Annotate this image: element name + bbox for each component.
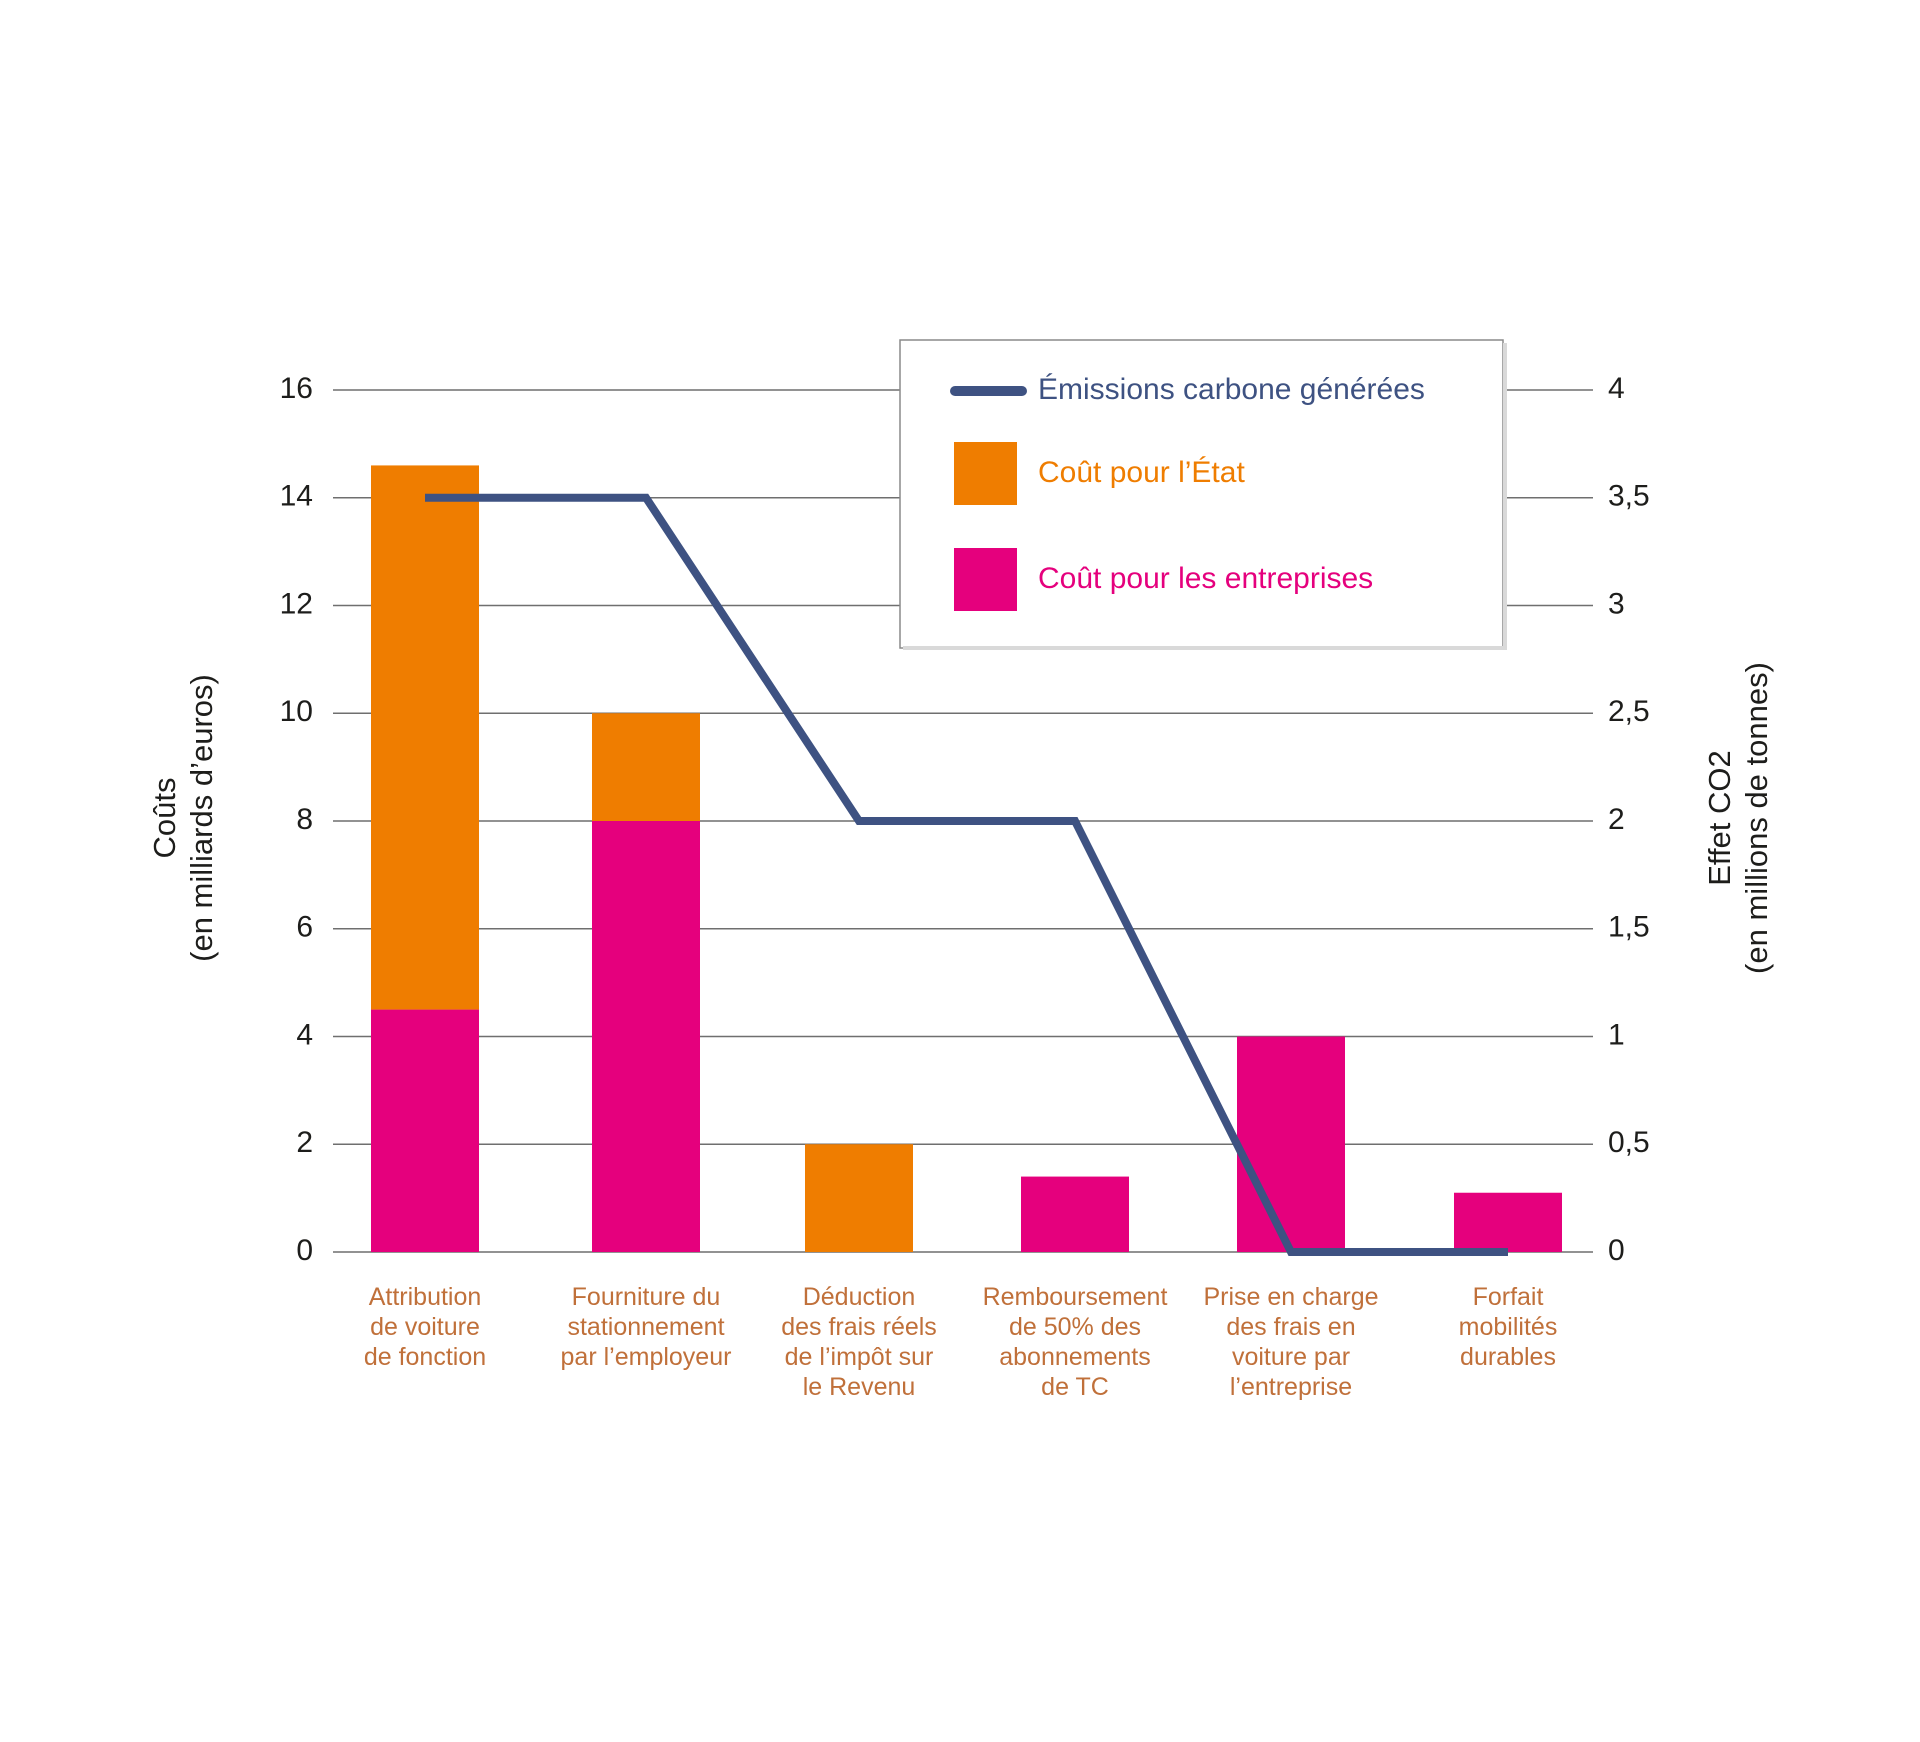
x-category-label-line: stationnement: [567, 1313, 724, 1341]
x-category-label-line: le Revenu: [803, 1373, 916, 1401]
x-category-label: Fourniture du stationnement par l’employeu…: [561, 1283, 732, 1371]
y-right-axis-title-line: (en millions de tonnes): [1739, 662, 1774, 974]
legend: Émissions carbone générées Coût pour l’Ét…: [899, 339, 1507, 650]
y-right-tick-label: 2: [1608, 803, 1625, 836]
legend-shadow: [903, 646, 1506, 650]
y-left-tick-label: 2: [296, 1126, 313, 1159]
x-category-label-line: Forfait: [1473, 1283, 1544, 1311]
x-category-label-line: de TC: [1041, 1373, 1109, 1401]
y-left-tick-label: 6: [296, 911, 313, 944]
x-category-label-line: abonnements: [999, 1343, 1151, 1371]
y-right-tick-label: 1,5: [1608, 911, 1650, 944]
y-left-axis-title: Coûts(en milliards d’euros): [147, 674, 219, 962]
x-category-label: Prise en charge des frais en voiture par l’…: [1203, 1283, 1378, 1401]
bar-segment: [1021, 1176, 1129, 1252]
x-category-label-line: durables: [1460, 1343, 1556, 1371]
x-category-label-line: Remboursement: [983, 1283, 1168, 1311]
y-left-tick-label: 12: [280, 587, 313, 620]
x-category-label-line: Déduction: [803, 1283, 916, 1311]
y-left-tick-label: 8: [296, 803, 313, 836]
x-category-label: Forfait mobilités durables: [1459, 1283, 1558, 1371]
y-right-axis-title: Effet CO2(en millions de tonnes): [1702, 662, 1774, 974]
y-left-axis-title-line: Coûts: [147, 778, 182, 859]
y-left-tick-label: 16: [280, 372, 313, 405]
emission-line: [425, 493, 1508, 1256]
x-category-label-line: de fonction: [364, 1343, 486, 1371]
x-category-label-line: Fourniture du: [572, 1283, 721, 1311]
x-category-label-line: des frais réels: [781, 1313, 937, 1341]
bar-segment: [1237, 1036, 1345, 1252]
bar-segment: [371, 465, 479, 1010]
x-category-label-line: Prise en charge: [1203, 1283, 1378, 1311]
x-category-label-line: des frais en: [1226, 1313, 1355, 1341]
bar-segment: [371, 1009, 479, 1252]
bar-segment: [592, 821, 700, 1252]
x-category-label-line: de voiture: [370, 1313, 480, 1341]
y-right-tick-label: 2,5: [1608, 695, 1650, 728]
x-category-label-line: l’entreprise: [1230, 1373, 1352, 1401]
x-category-label-line: mobilités: [1459, 1313, 1558, 1341]
y-left-tick-label: 10: [280, 695, 313, 728]
y-left-tick-label: 0: [296, 1234, 313, 1267]
y-left-tick-label: 4: [296, 1018, 313, 1051]
x-category-label-line: Attribution: [369, 1283, 482, 1311]
bar-segment: [1454, 1192, 1562, 1252]
y-right-tick-label: 0: [1608, 1234, 1625, 1267]
x-category-label: Remboursement de 50% des abonnements de TC: [983, 1283, 1168, 1401]
legend-swatch-box: [954, 548, 1017, 611]
legend-label: Émissions carbone générées: [1038, 373, 1425, 406]
y-left-tick-label: 14: [280, 480, 313, 513]
y-left-axis-title-line: (en milliards d’euros): [184, 674, 219, 962]
legend-swatch-box: [954, 442, 1017, 505]
y-right-tick-label: 1: [1608, 1018, 1625, 1051]
x-category-label: Déduction des frais réels de l’impôt sur le…: [781, 1283, 937, 1401]
legend-label: Coût pour les entreprises: [1038, 562, 1373, 595]
y-right-tick-label: 0,5: [1608, 1126, 1650, 1159]
x-category-label-line: de l’impôt sur: [785, 1343, 934, 1371]
y-right-axis-title-line: Effet CO2: [1702, 750, 1737, 886]
y-right-tick-label: 3: [1608, 587, 1625, 620]
legend-label: Coût pour l’État: [1038, 456, 1245, 489]
y-right-tick-label: 3,5: [1608, 480, 1650, 513]
x-category-label-line: de 50% des: [1009, 1313, 1141, 1341]
x-category-label-line: voiture par: [1232, 1343, 1350, 1371]
y-right-tick-label: 4: [1608, 372, 1625, 405]
x-category-label-line: par l’employeur: [561, 1343, 732, 1371]
x-category-label: Attribution de voiture de fonction: [364, 1283, 486, 1371]
bar-segment: [805, 1144, 913, 1252]
legend-shadow: [1503, 343, 1507, 650]
bar-segment: [592, 713, 700, 821]
